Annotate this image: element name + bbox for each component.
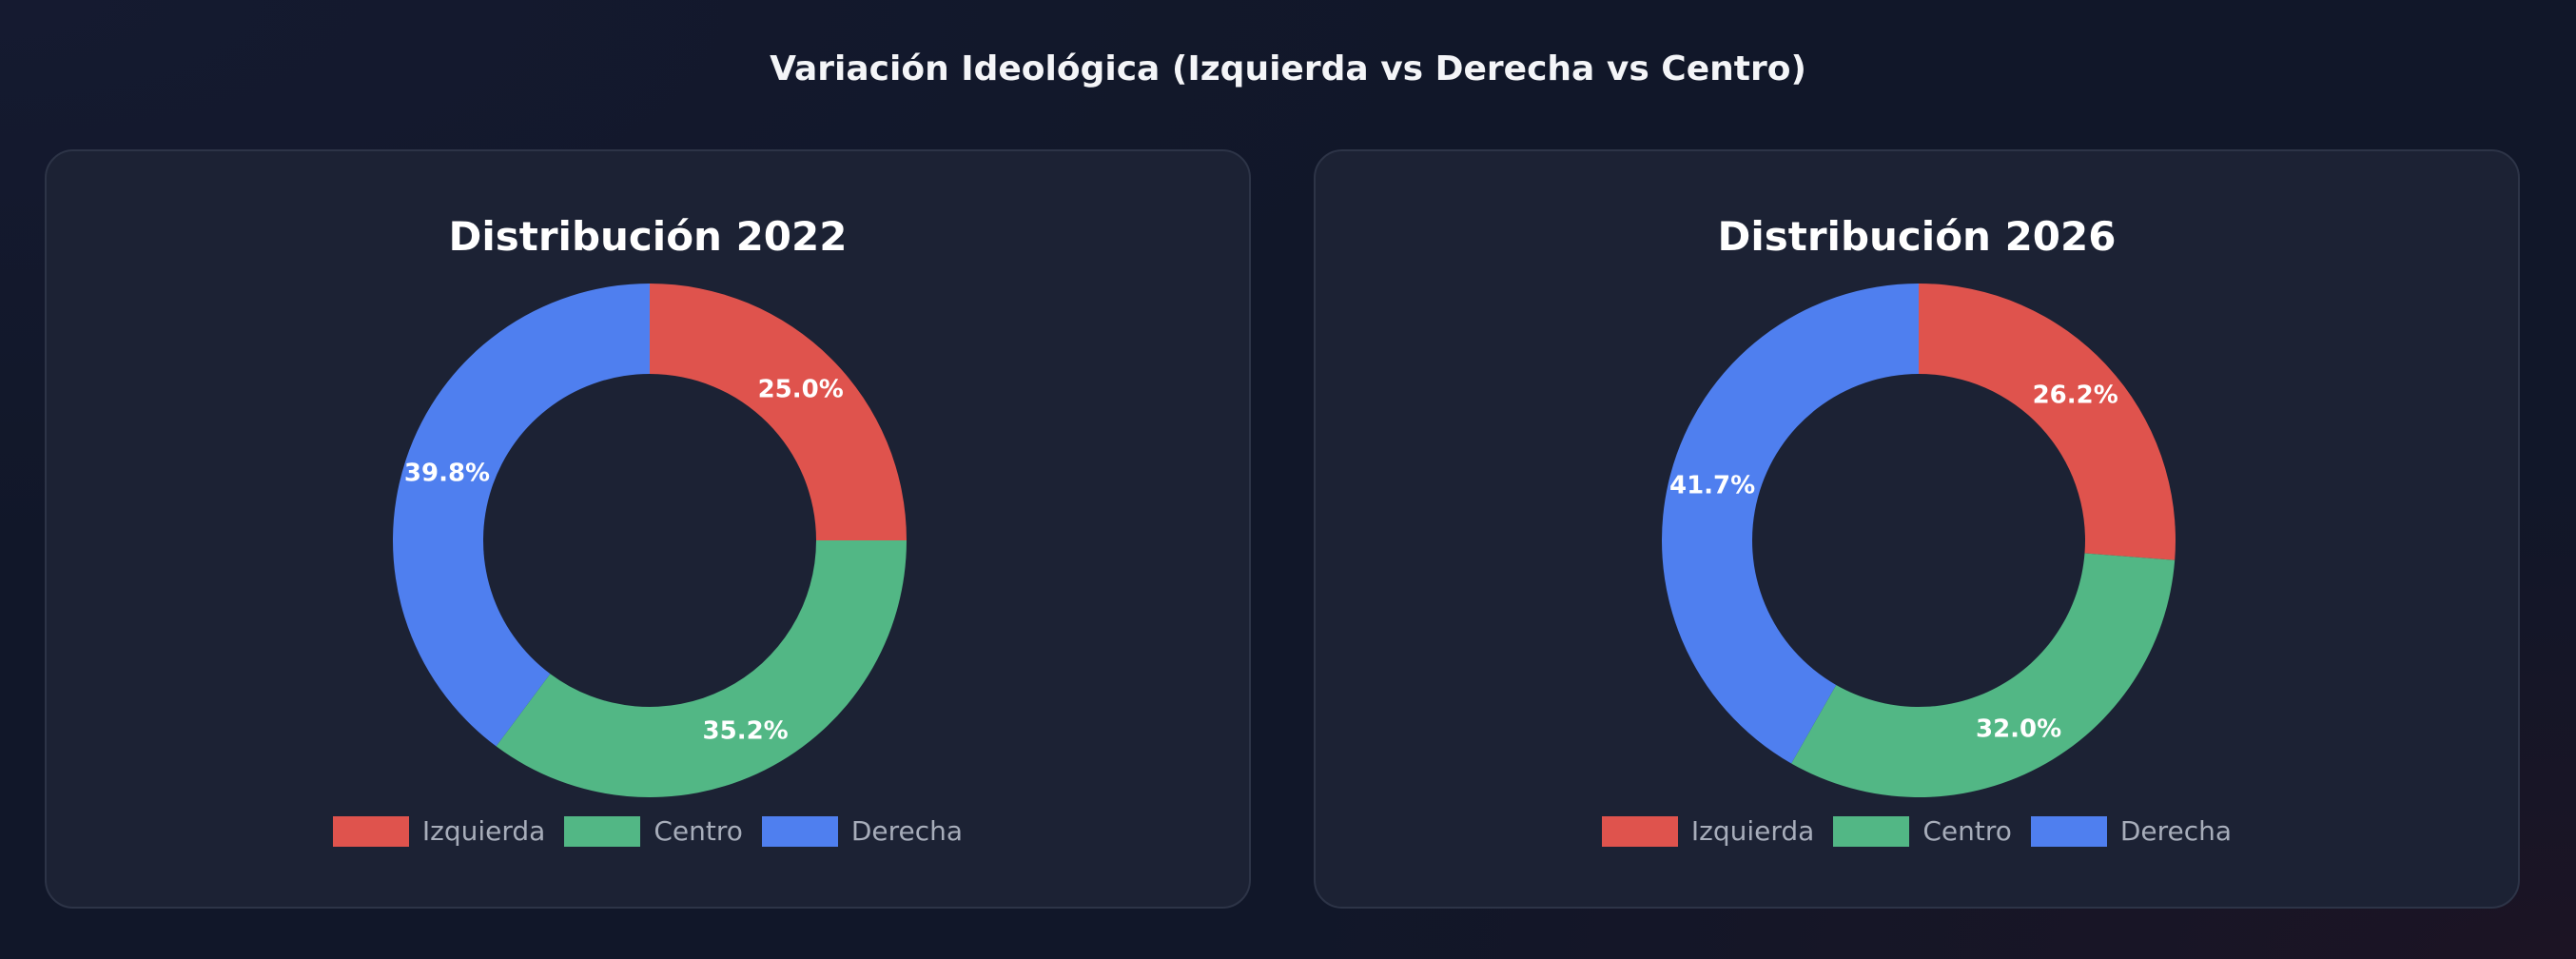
legend-item-izquierda[interactable]: Izquierda bbox=[1601, 815, 1815, 847]
legend-item-izquierda[interactable]: Izquierda bbox=[332, 815, 546, 847]
legend-label: Izquierda bbox=[421, 815, 546, 847]
legend-swatch-izquierda bbox=[1601, 815, 1678, 847]
donut-chart-2022: 25.0% 35.2% 39.8% bbox=[393, 284, 907, 797]
chart-card-2022: Distribución 2022 25.0% 35.2% 39.8% Izquie… bbox=[45, 149, 1251, 909]
donut-slice-centro[interactable] bbox=[496, 540, 907, 797]
chart-title: Distribución 2026 bbox=[1717, 213, 2117, 260]
legend-swatch-derecha bbox=[761, 815, 838, 847]
legend-label: Derecha bbox=[2119, 815, 2233, 847]
page-title: Variación Ideológica (Izquierda vs Derec… bbox=[770, 49, 1806, 88]
legend-item-derecha[interactable]: Derecha bbox=[761, 815, 964, 847]
legend-swatch-centro bbox=[564, 815, 641, 847]
legend-label: Centro bbox=[1922, 815, 2012, 847]
slice-label-izquierda: 26.2% bbox=[2033, 382, 2118, 410]
slice-label-centro: 32.0% bbox=[1976, 714, 2061, 743]
legend-swatch-izquierda bbox=[332, 815, 409, 847]
legend: Izquierda Centro Derecha bbox=[47, 815, 1249, 847]
slice-label-izquierda: 25.0% bbox=[758, 375, 844, 403]
legend-label: Derecha bbox=[850, 815, 964, 847]
legend-item-derecha[interactable]: Derecha bbox=[2030, 815, 2233, 847]
slice-label-derecha: 39.8% bbox=[404, 459, 490, 487]
legend-swatch-derecha bbox=[2030, 815, 2107, 847]
donut-slice-izquierda[interactable] bbox=[650, 284, 907, 540]
legend-label: Izquierda bbox=[1690, 815, 1815, 847]
legend-item-centro[interactable]: Centro bbox=[564, 815, 743, 847]
slice-label-derecha: 41.7% bbox=[1669, 471, 1755, 499]
legend-swatch-centro bbox=[1833, 815, 1910, 847]
slice-label-centro: 35.2% bbox=[703, 717, 789, 746]
chart-title: Distribución 2022 bbox=[448, 213, 848, 260]
donut-slice-izquierda[interactable] bbox=[1919, 284, 2176, 560]
legend-item-centro[interactable]: Centro bbox=[1833, 815, 2012, 847]
donut-chart-2026: 26.2% 32.0% 41.7% bbox=[1662, 284, 2176, 797]
donut-slice-derecha[interactable] bbox=[393, 284, 650, 747]
legend-label: Centro bbox=[654, 815, 743, 847]
donut-slice-derecha[interactable] bbox=[1662, 284, 1919, 764]
legend: Izquierda Centro Derecha bbox=[1316, 815, 2518, 847]
chart-card-2026: Distribución 2026 26.2% 32.0% 41.7% Izquie… bbox=[1314, 149, 2520, 909]
donut-slice-centro[interactable] bbox=[1791, 553, 2176, 797]
